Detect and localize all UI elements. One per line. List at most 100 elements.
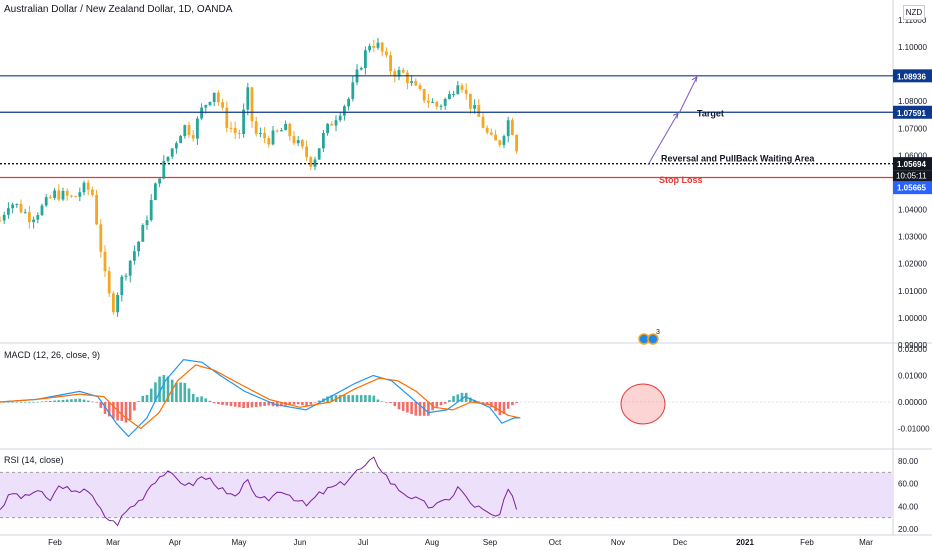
upper-resistance-price-label: 1.08936 [897,72,926,81]
candle-body [196,118,199,139]
macd-histogram-bar [141,395,145,402]
event-flag-icon [647,333,659,345]
rsi-line [0,456,518,527]
macd-histogram-bar [254,402,258,407]
candle-body [238,133,241,135]
candle-body [427,100,430,103]
price-tick-label: 1.01000 [898,287,927,296]
candle-body [229,127,233,129]
candle-body [460,85,464,90]
candle-body [162,160,166,179]
candle-body [422,89,426,101]
macd-histogram-bar [401,402,405,411]
macd-histogram-bar [364,395,367,402]
price-tick-label: 1.08000 [898,97,927,106]
candle-body [393,71,397,77]
macd-histogram-bar [217,402,220,405]
macd-histogram-bar [187,388,191,402]
macd-histogram-bar [485,402,489,405]
projection-arrow-2 [678,76,698,114]
macd-histogram-bar [376,399,380,402]
time-axis-label: Oct [549,538,562,547]
candle-body [107,271,111,294]
projection-arrow-1 [647,113,679,166]
symbol-title: Australian Dollar / New Zealand Dollar, … [4,4,233,15]
candle-body [380,42,384,52]
candle-body [443,99,447,106]
currency-badge[interactable]: NZD [903,5,925,20]
candle-body [32,219,35,223]
macd-histogram-bar [40,401,44,403]
candle-body [137,241,140,252]
candle-body [179,135,182,144]
macd-histogram-bar [23,402,27,403]
candle-body [347,98,350,107]
signal-line [0,364,521,430]
candle-body [359,68,363,70]
macd-histogram-bar [124,402,128,423]
candle-body [275,130,279,132]
candle-body [49,197,52,199]
macd-histogram-bar [477,401,481,402]
macd-histogram-bar [355,395,359,402]
candle-body [23,212,27,214]
candle-body [271,130,275,145]
macd-histogram-bar [515,402,518,404]
macd-histogram-bar [502,402,506,415]
candle-body [431,101,434,103]
target-level-price-label: 1.07591 [897,109,926,118]
macd-histogram-bar [65,399,69,402]
macd-histogram-bar [137,401,140,402]
candle-body [364,50,367,69]
candle-body [40,205,44,216]
macd-histogram-bar [288,402,292,406]
macd-histogram-bar [212,402,216,404]
time-axis-label: Apr [169,538,182,547]
candle-body [389,55,392,72]
macd-histogram-bar [175,382,178,402]
macd-histogram-bar [469,397,472,402]
candle-body [183,125,187,136]
macd-histogram-bar [166,376,170,402]
candle-body [74,196,77,198]
candle-body [456,85,460,95]
candle-body [494,134,497,141]
candle-body [191,135,195,139]
candle-body [95,194,98,225]
macd-histogram-bar [82,399,86,402]
macd-histogram-bar [456,394,460,402]
macd-histogram-bar [221,402,224,405]
countdown-label: 10:05:11 [896,172,927,181]
macd-histogram-bar [246,402,250,408]
macd-histogram-bar [36,401,40,403]
macd-histogram-bar [179,382,182,402]
candle-body [212,92,216,102]
macd-histogram-bar [435,402,439,407]
candle-body [187,125,191,136]
macd-histogram-bar [347,395,350,402]
candle-body [473,105,476,109]
macd-tick-label: 0.01000 [898,372,927,381]
price-tick-label: 1.11000 [898,16,927,25]
candle-body [57,190,61,200]
candle-body [15,203,19,205]
upper-resistance-price-tag [893,69,932,83]
time-axis-label: 2021 [736,538,754,547]
candle-body [439,105,443,107]
macd-histogram-bar [511,402,514,406]
candle-body [313,159,317,167]
macd-histogram-bar [410,402,413,415]
candle-body [498,140,502,145]
macd-line [0,358,521,438]
rsi-tick-label: 60.00 [898,480,919,489]
candle-body [511,120,514,135]
macd-histogram-bar [200,396,203,402]
candle-body [99,224,103,252]
candle-body [158,178,161,184]
candle-body [0,220,2,222]
macd-histogram-bar [393,402,397,407]
rsi-tick-label: 80.00 [898,457,919,466]
annotation-stop-loss: Stop Loss [659,175,703,185]
price-tick-label: 1.07000 [898,124,927,133]
